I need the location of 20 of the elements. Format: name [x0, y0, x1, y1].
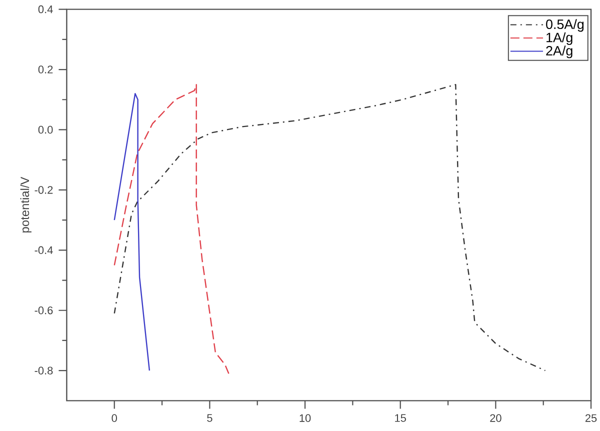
legend-label: 0.5A/g — [546, 19, 584, 32]
x-tick-label: 10 — [300, 414, 311, 422]
y-tick-label: -0.4 — [34, 246, 53, 254]
x-tick-label: 5 — [207, 414, 212, 422]
y-tick-label: 0.0 — [38, 126, 53, 134]
line-series — [114, 84, 230, 374]
y-tick-label: 0.4 — [38, 5, 53, 14]
y-tick-label: -0.6 — [34, 306, 53, 314]
line-series — [114, 93, 150, 372]
y-tick-label: 0.2 — [38, 66, 53, 74]
legend-label: 1A/g — [546, 32, 572, 45]
legend-label: 2A/g — [546, 46, 572, 58]
y-axis-title: potential/V — [20, 176, 32, 232]
y-tick-label: -0.2 — [34, 186, 53, 194]
x-tick-label: 15 — [395, 414, 406, 422]
line-series — [114, 84, 546, 372]
x-tick-label: 20 — [490, 414, 502, 422]
y-tick-label: -0.8 — [34, 366, 53, 374]
x-tick-label: 25 — [585, 414, 597, 422]
x-tick-label: 0 — [112, 414, 117, 422]
